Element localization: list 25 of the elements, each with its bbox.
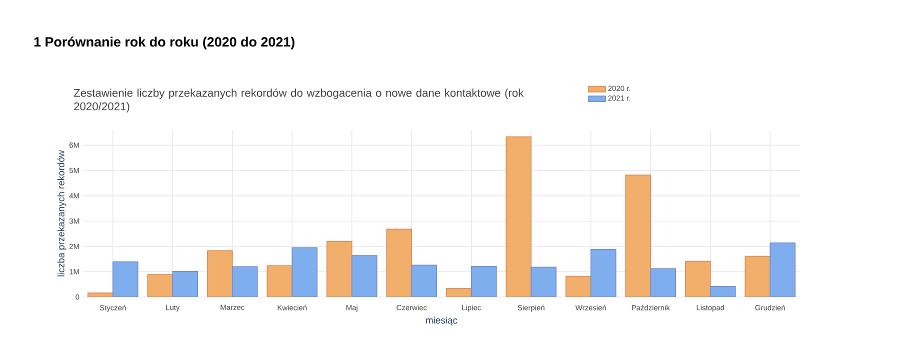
bar <box>112 261 138 297</box>
bar <box>470 266 497 297</box>
bar <box>351 255 378 297</box>
bar <box>266 265 293 297</box>
x-axis-title: miesiąc <box>426 316 458 326</box>
bar <box>530 266 557 297</box>
bar <box>411 264 438 297</box>
bar <box>292 247 318 297</box>
bar <box>770 242 796 297</box>
chart-subtitle: Zestawienie liczby przekazanych rekordów do wzbogacenia o nowe dane kontaktowe (rok 2020/2021) <box>74 88 524 112</box>
bar <box>650 268 676 297</box>
bar <box>386 228 412 297</box>
y-axis-title: liczba przekazanych rekordów <box>57 150 66 276</box>
bar <box>232 266 258 297</box>
bar <box>590 249 616 297</box>
chart-title: 1 Porównanie rok do roku (2020 do 2021) <box>34 36 294 50</box>
bar <box>326 240 352 297</box>
bar <box>684 260 711 297</box>
bar <box>565 276 592 297</box>
bar <box>172 271 198 297</box>
bar <box>506 136 532 297</box>
bar <box>625 174 652 297</box>
bar <box>744 256 771 297</box>
bar <box>147 274 174 297</box>
bar <box>206 250 233 297</box>
